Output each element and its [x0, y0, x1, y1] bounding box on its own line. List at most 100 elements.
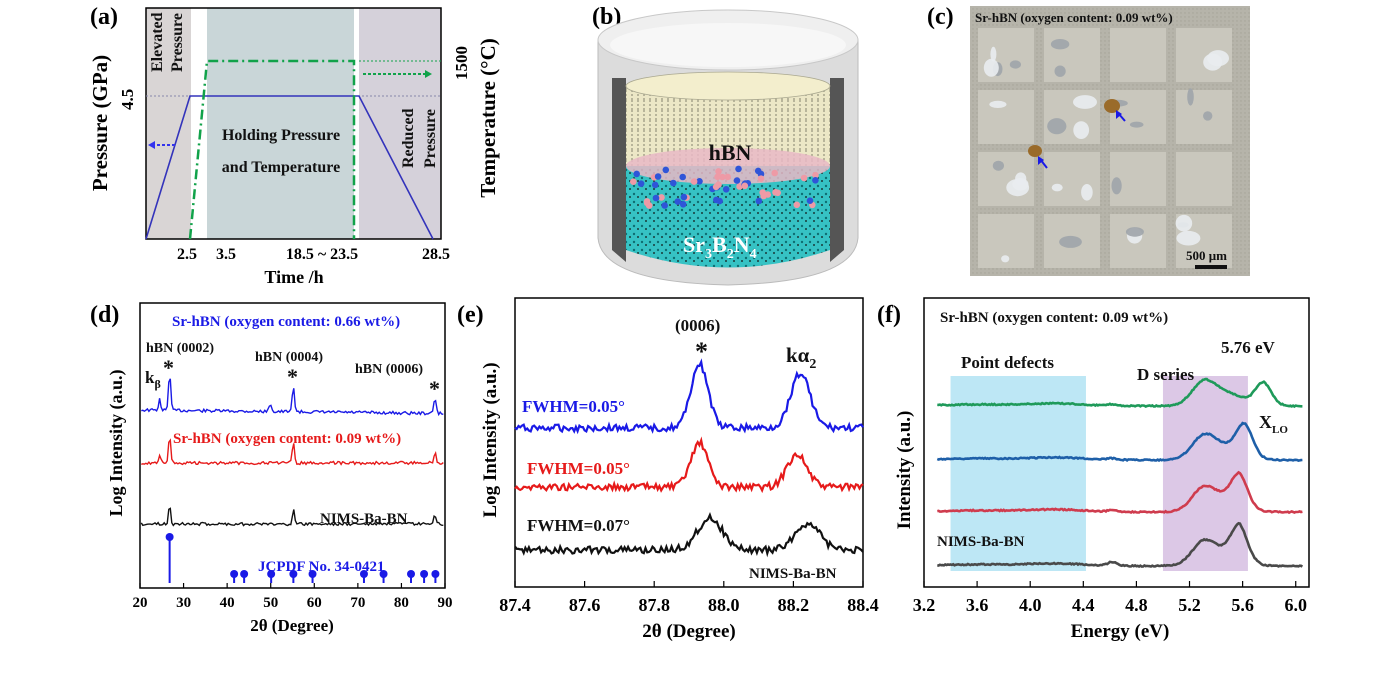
peak-5-76-label: 5.76 eV — [1221, 338, 1276, 357]
reference-marker — [359, 570, 368, 578]
crystal-flake — [1081, 184, 1093, 201]
x-tick-label: 60 — [307, 595, 322, 611]
shaded-region-0 — [950, 376, 1086, 571]
crystal-flake — [1176, 230, 1201, 246]
panel-f-xlabel: Energy (eV) — [1071, 621, 1170, 642]
x-tick-label: 80 — [394, 595, 409, 611]
panel-d-ylabel: Log Intensity (a.u.) — [106, 369, 127, 516]
panel-d: 20 30 40 50 60 70 80 90 Log Intensity (a.u.) 2θ… — [106, 302, 453, 635]
panel-e-frame — [514, 297, 864, 588]
right-tick-label: 1500 — [452, 46, 471, 80]
crystal-flakes — [983, 39, 1229, 263]
panel-f-series — [936, 377, 1304, 568]
elevated-label-2: Pressure — [169, 13, 186, 72]
x-tick-label: 88.4 — [847, 595, 879, 615]
interface-layer — [626, 148, 830, 184]
panel-f-ticks: 3.2 3.6 4.0 4.4 4.8 5.2 5.6 6.0 — [913, 581, 1307, 615]
atom-dot — [679, 201, 687, 208]
cut-edge-left — [612, 78, 626, 262]
atom-dot — [645, 202, 653, 209]
grid-cell — [1176, 152, 1232, 206]
x-tick-a-3: 28.5 — [422, 246, 450, 263]
x-tick-label: 87.4 — [499, 595, 531, 615]
atom-dot — [755, 197, 763, 205]
temperature-line — [188, 59, 356, 240]
series-d-1-line — [141, 438, 444, 466]
atom-dot — [674, 198, 682, 205]
x-tick-label: 87.6 — [569, 595, 601, 615]
crystal-flake — [989, 100, 1007, 108]
series-d-0-label: Sr-hBN (oxygen content: 0.66 wt%) — [172, 314, 400, 330]
crystal-flake — [1051, 183, 1063, 192]
series-e-2-label: FWHM=0.07° — [527, 516, 630, 535]
atom-dot — [715, 168, 722, 175]
elevated-label-1: Elevated — [149, 12, 166, 72]
atom-dot — [741, 182, 749, 190]
crystal-flake — [1111, 177, 1122, 195]
pressure-line — [145, 95, 434, 240]
peak-star-2: * — [287, 364, 298, 389]
atom-dot — [679, 173, 686, 181]
atom-dot — [670, 179, 677, 187]
x-tick-a-2: 18.5 ~ 23.5 — [286, 246, 358, 263]
panel-f-frame — [923, 297, 1310, 588]
atom-dot — [654, 173, 662, 180]
atom-dot — [680, 193, 688, 201]
reference-marker — [407, 570, 416, 578]
atom-dot — [771, 169, 778, 177]
atom-dot — [716, 197, 723, 205]
region-elevated — [146, 8, 191, 239]
panel-label-c: (c) — [927, 4, 954, 30]
nims-label-e: NIMS-Ba-BN — [749, 566, 837, 582]
series-e-0-line — [514, 358, 864, 435]
crystal-flake — [1009, 60, 1022, 69]
reduced-label-2: Pressure — [422, 109, 439, 168]
x-tick-label: 4.8 — [1125, 595, 1148, 615]
atom-dot — [733, 177, 741, 184]
panel-a-frame — [145, 7, 442, 240]
crystal-flake — [1012, 178, 1029, 191]
crystal-flake — [1175, 214, 1193, 232]
reference-marker — [379, 570, 388, 578]
x-tick-label: 87.8 — [638, 595, 670, 615]
atom-dot — [715, 181, 722, 188]
series-d-0-line — [141, 378, 444, 417]
atom-dot — [719, 173, 726, 181]
hbn-top — [625, 71, 831, 101]
crystal-flake — [1129, 121, 1144, 128]
micrograph-grid — [978, 28, 1232, 268]
panel-b: hBN Sr3B2N4 — [597, 9, 859, 286]
x-tick-label: 4.4 — [1072, 595, 1095, 615]
crystal-flake — [1047, 118, 1067, 135]
reference-marker — [240, 570, 249, 578]
panel-a: Elevated Pressure Holding Pressure and T… — [88, 7, 500, 287]
x-tick-label: 6.0 — [1284, 595, 1307, 615]
crystal-flake — [1125, 227, 1144, 237]
peak-star-3: * — [429, 376, 440, 401]
panel-d-frame — [139, 302, 446, 589]
atom-dot — [757, 170, 765, 178]
panel-e-ticks: 87.4 87.6 87.8 88.0 88.2 88.4 — [499, 581, 879, 615]
scale-bar-label: 500 μm — [1186, 248, 1227, 263]
series-f-3-line — [937, 521, 1304, 568]
crystal-flake — [1073, 95, 1097, 109]
atom-dot — [772, 189, 779, 196]
atom-dot — [764, 191, 772, 198]
arrow-1-head — [1116, 110, 1122, 119]
panel-e-series — [514, 358, 864, 558]
atom-dot — [793, 201, 801, 209]
grid-cell — [1044, 152, 1100, 206]
atom-dot — [633, 170, 640, 178]
crystal-flake — [990, 46, 997, 62]
x-tick-label: 50 — [263, 595, 278, 611]
atom-dots — [630, 165, 819, 209]
crystal-flake — [1073, 121, 1090, 139]
series-f-1-line — [936, 421, 1303, 463]
brown-crystal-2 — [1028, 145, 1042, 157]
atom-dot — [690, 178, 698, 185]
x-tick-label: 70 — [350, 595, 365, 611]
atom-dot — [806, 197, 814, 204]
series-d-1-label: Sr-hBN (oxygen content: 0.09 wt%) — [173, 431, 401, 447]
x-tick-label: 30 — [176, 595, 191, 611]
x-tick-label: 90 — [438, 595, 453, 611]
